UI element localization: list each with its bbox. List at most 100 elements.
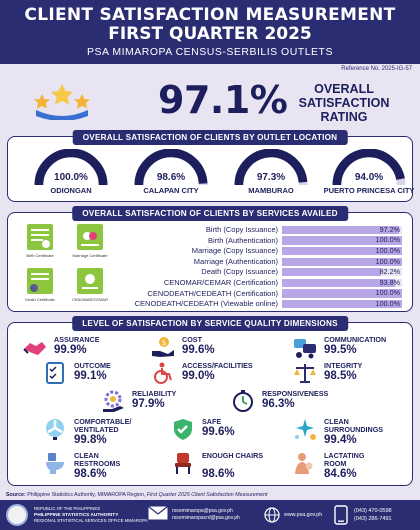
phone-icon <box>334 505 348 525</box>
dimension-value: 99.0% <box>182 370 215 382</box>
dimension-label: ACCESS/FACILITIES <box>182 361 253 370</box>
wheelchair-icon <box>154 362 172 384</box>
service-bar-row: CENODEATH/CEDEATH (Viewable online) 100.0… <box>120 299 404 309</box>
outlet-gauge: 97.3% MAMBURAO <box>226 147 316 199</box>
service-value: 100.0% <box>375 235 400 245</box>
service-bar-row: Death (Copy Issuance) 82.2% <box>120 267 404 277</box>
footer: REPUBLIC OF THE PHILIPPINES PHILIPPINE S… <box>0 500 420 530</box>
service-bar-row: Marriage (Copy Issuance) 100.0% <box>120 246 404 256</box>
outlet-location-panel: OVERALL SATISFACTION OF CLIENTS BY OUTLE… <box>7 130 414 202</box>
doc-caption: Birth Certificate <box>26 253 54 258</box>
dimension-label: CLEAN RESTROOMS <box>74 451 121 468</box>
service-bar-row: CENODEATH/CEDEATH (Certification) 100.0% <box>120 289 404 299</box>
email-2[interactable]: rssomimaropacrd@psa.gov.ph <box>172 515 240 521</box>
dimensions-panel: LEVEL OF SATISFACTION BY SERVICE QUALITY… <box>7 316 413 486</box>
service-bar-row: Birth (Copy Issuance) 97.2% <box>120 225 404 235</box>
communication-icon <box>294 339 316 359</box>
outlet-gauge: 98.6% CALAPAN CITY <box>126 147 216 199</box>
dimension-value: 99.4% <box>324 434 357 446</box>
cenomar-certificate-icon <box>77 268 103 294</box>
service-bar <box>282 299 402 309</box>
service-bar <box>282 278 395 287</box>
service-bar-track: 97.2% <box>282 225 402 234</box>
dimension-label: ASSURANCE <box>54 335 100 344</box>
org-line-2: PHILIPPINE STATISTICS AUTHORITY <box>34 512 119 518</box>
scales-icon <box>294 364 316 383</box>
phone-2: (043) 286-7491 <box>354 515 392 522</box>
service-bar <box>282 268 381 277</box>
doc-caption: Death Certificate <box>25 297 55 302</box>
service-value: 100.0% <box>375 298 400 308</box>
dimension-value: 97.9% <box>132 398 165 410</box>
money-hand-icon: $ <box>152 337 174 357</box>
service-bar-track: 100.0% <box>282 298 402 309</box>
gear-hand-icon <box>103 390 124 412</box>
service-value: 82.2% <box>379 267 400 277</box>
overall-label-line-2: SATISFACTION <box>298 96 390 110</box>
dimension-label: CLEAN SURROUNDINGS <box>324 417 384 434</box>
service-value: 100.0% <box>375 288 400 298</box>
outlet-gauge: 100.0% ODIONGAN <box>26 147 116 199</box>
gauge-arc <box>134 149 208 186</box>
service-label: Birth (Copy Issuance) <box>205 225 278 234</box>
dimension-value: 99.6% <box>182 344 215 356</box>
doc-caption: CENOMAR/CEMAR <box>71 297 108 302</box>
outlet-value: 100.0% <box>54 172 88 183</box>
service-bar <box>282 289 402 298</box>
sparkle-icon <box>295 419 316 440</box>
service-bar-row: CENOMAR/CEMAR (Certification) 93.8% <box>120 278 404 288</box>
service-bar-row: Birth (Authentication) 100.0% <box>120 236 404 246</box>
title-line-1: CLIENT SATISFACTION MEASUREMENT <box>24 5 396 25</box>
service-bar-track: 93.8% <box>282 277 402 287</box>
service-value: 93.8% <box>379 277 400 287</box>
reference-number: Reference No. 2025-IG-57 <box>341 66 412 72</box>
header-banner: CLIENT SATISFACTION MEASUREMENT FIRST QU… <box>0 0 420 64</box>
org-line-1: REPUBLIC OF THE PHILIPPINES <box>34 506 101 511</box>
service-label: CENODEATH/CEDEATH (Viewable online) <box>134 299 278 309</box>
chair-icon <box>175 453 191 474</box>
service-label: Marriage (Copy Issuance) <box>191 246 278 256</box>
gauge-arc <box>234 149 308 186</box>
overall-label-line-1: OVERALL <box>314 82 374 96</box>
dimension-value: 99.6% <box>202 426 235 438</box>
handshake-icon <box>23 342 46 355</box>
service-label: Marriage (Authentication) <box>193 256 278 266</box>
overall-rating-label: OVERALL SATISFACTION RATING <box>292 82 396 124</box>
services-panel-title: OVERALL SATISFACTION OF CLIENTS BY SERVI… <box>72 206 348 221</box>
marriage-certificate-thumb: Marriage Certificate <box>68 223 112 263</box>
outlet-gauge: 94.0% PUERTO PRINCESA CITY <box>324 147 414 199</box>
source-italic: First Quarter 2025 Client Satisfaction M… <box>146 492 268 498</box>
fan-icon <box>46 419 64 440</box>
source-prefix: Source: <box>6 492 26 498</box>
dimension-label: INTEGRITY <box>324 361 363 370</box>
dimension-value: 99.9% <box>54 344 87 356</box>
dimension-label: COMMUNICATION <box>324 335 387 344</box>
email-1[interactable]: rssomimaropa@psa.gov.ph <box>172 508 233 514</box>
service-label: Birth (Authentication) <box>207 235 278 245</box>
phone-1: (043) 470-0598 <box>354 508 392 514</box>
overall-label-line-3: RATING <box>320 110 368 124</box>
certificate-thumbnails: Birth Certificate Marriage Certificate D… <box>18 223 118 309</box>
birth-certificate-icon <box>27 224 53 250</box>
outlet-value: 94.0% <box>354 172 384 183</box>
stars-icon <box>34 84 90 120</box>
source-text: Philippine Statistics Authority, MIMAROP… <box>25 492 147 498</box>
outlet-name: MAMBURAO <box>248 186 294 195</box>
service-value: 100.0% <box>375 245 400 255</box>
service-bar-track: 82.2% <box>282 267 402 277</box>
dimension-label: RELIABILITY <box>132 389 177 398</box>
dimension-label: COST <box>182 335 202 344</box>
subtitle: PSA MIMAROPA CENSUS-SERBILIS OUTLETS <box>87 46 333 58</box>
marriage-certificate-icon <box>77 224 103 250</box>
dimension-value: 84.6% <box>324 468 357 480</box>
service-bar-track: 100.0% <box>282 257 402 266</box>
dimensions-panel-title: LEVEL OF SATISFACTION BY SERVICE QUALITY… <box>72 316 348 331</box>
website-link[interactable]: www.psa.gov.ph <box>284 512 323 518</box>
outlet-value: 97.3% <box>256 172 286 183</box>
overall-rating-band: 97.1% OVERALL SATISFACTION RATING <box>8 76 412 126</box>
stopwatch-icon <box>233 390 253 412</box>
globe-icon <box>264 507 280 523</box>
title-line-2: FIRST QUARTER 2025 <box>108 24 312 44</box>
cenomar-thumb: CENOMAR/CEMAR <box>68 267 112 307</box>
service-label: CENODEATH/CEDEATH (Certification) <box>147 288 278 298</box>
